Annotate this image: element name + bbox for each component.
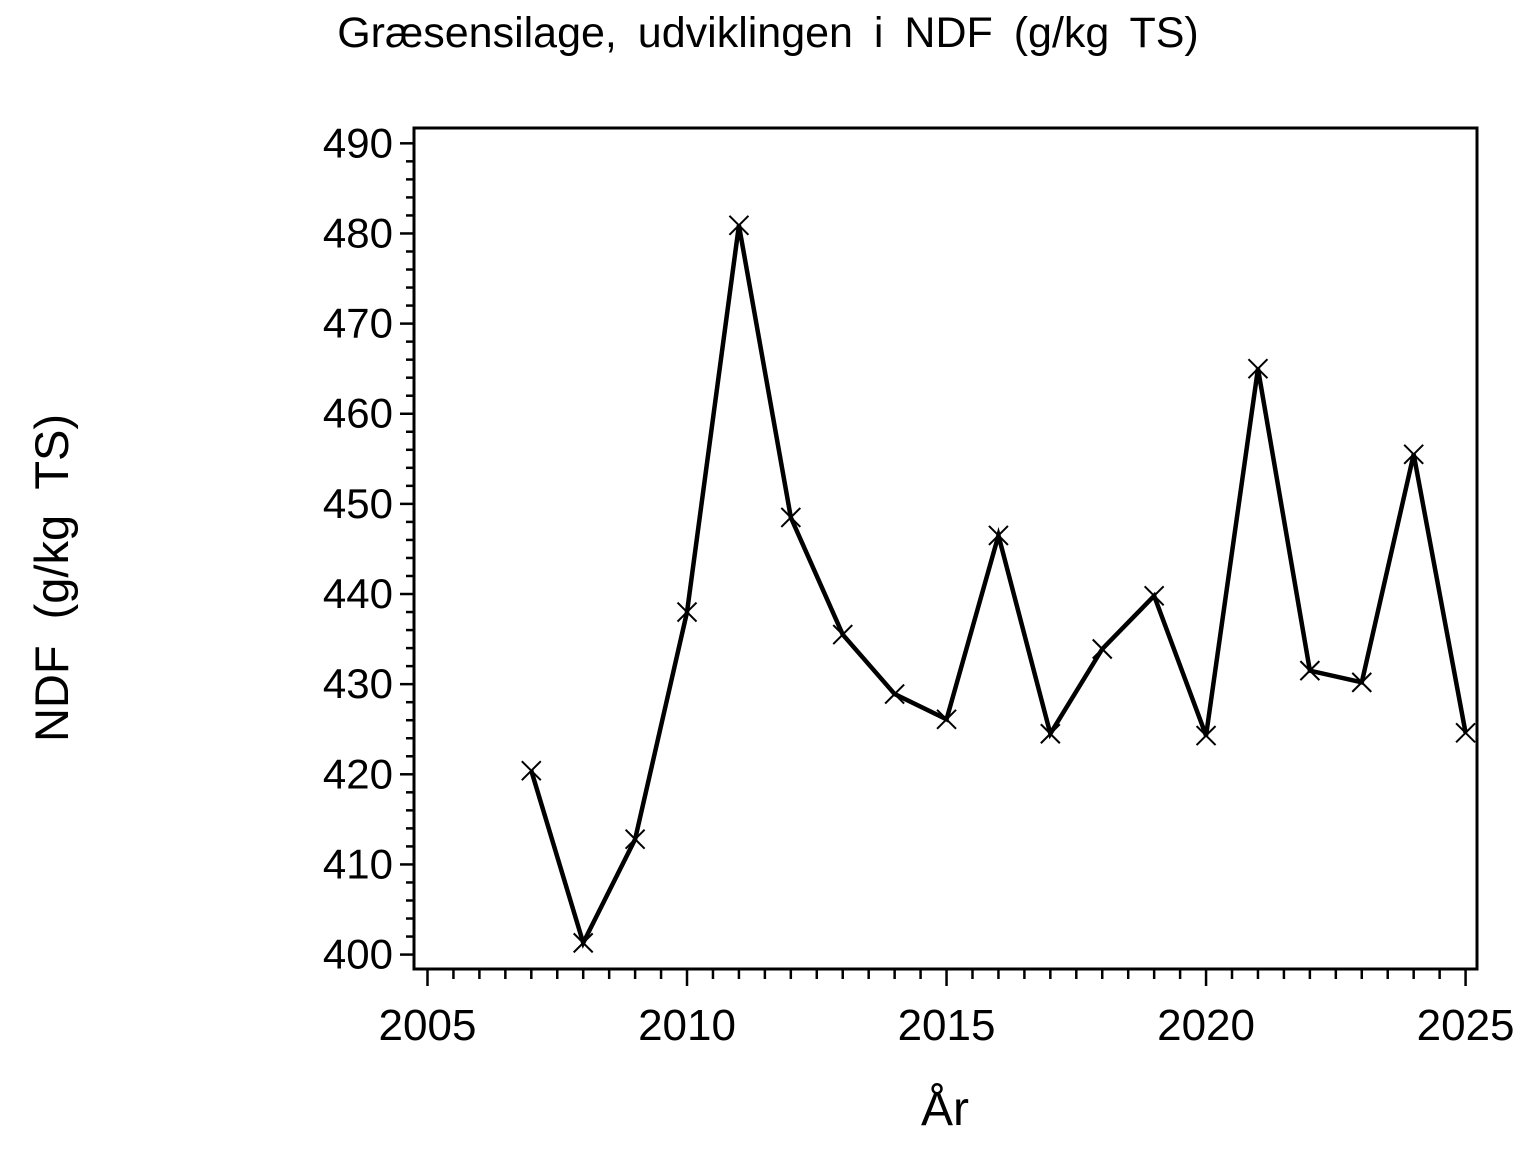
y-tick-label: 410 bbox=[323, 840, 393, 887]
data-point-marker bbox=[728, 215, 750, 236]
data-point-marker bbox=[1247, 358, 1269, 379]
x-tick-label: 2015 bbox=[898, 1001, 996, 1050]
y-tick-label: 490 bbox=[323, 119, 393, 166]
y-tick-label: 480 bbox=[323, 209, 393, 256]
y-axis-label: NDF (g/kg TS) bbox=[25, 414, 78, 742]
data-point-marker bbox=[1040, 723, 1061, 744]
y-tick-label: 400 bbox=[323, 931, 393, 978]
x-tick-label: 2025 bbox=[1417, 1001, 1515, 1050]
x-tick-label: 2010 bbox=[638, 1001, 736, 1050]
data-point-marker bbox=[521, 760, 542, 781]
x-tick-label: 2020 bbox=[1157, 1001, 1255, 1050]
data-point-marker bbox=[676, 601, 698, 623]
x-tick-label: 2005 bbox=[379, 1001, 477, 1050]
data-series bbox=[521, 215, 1476, 954]
y-tick-label: 430 bbox=[323, 660, 393, 707]
y-axis-ticks bbox=[400, 142, 413, 956]
data-point-marker bbox=[573, 932, 594, 954]
y-tick-label: 440 bbox=[323, 570, 393, 617]
data-point-marker bbox=[884, 683, 905, 705]
data-point-marker bbox=[1455, 722, 1476, 744]
data-point-marker bbox=[1299, 660, 1321, 681]
ndf-line bbox=[529, 224, 1468, 949]
data-point-marker bbox=[1092, 638, 1113, 660]
y-tick-label: 450 bbox=[323, 480, 393, 527]
y-axis-tick-labels: 400 410 420 430 440 450 460 470 480 490 bbox=[323, 119, 393, 977]
data-point-marker bbox=[936, 709, 957, 730]
data-point-marker bbox=[1403, 444, 1424, 465]
data-point-marker bbox=[988, 525, 1009, 546]
y-tick-label: 420 bbox=[323, 750, 393, 797]
data-point-marker bbox=[1143, 585, 1165, 607]
data-point-marker bbox=[780, 507, 802, 528]
plot-frame bbox=[412, 126, 1479, 971]
data-point-marker bbox=[624, 828, 646, 850]
data-point-marker bbox=[832, 624, 853, 645]
y-tick-label: 460 bbox=[323, 390, 393, 437]
x-axis-ticks bbox=[426, 970, 1467, 986]
data-point-marker bbox=[1195, 725, 1217, 746]
data-point-marker bbox=[1351, 672, 1372, 693]
y-tick-label: 470 bbox=[323, 300, 393, 347]
x-axis-label: År bbox=[921, 1083, 969, 1136]
chart-title: Græsensilage, udviklingen i NDF (g/kg TS… bbox=[337, 9, 1199, 57]
x-axis-tick-labels: 2005 2010 2015 2020 2025 bbox=[379, 1001, 1515, 1050]
